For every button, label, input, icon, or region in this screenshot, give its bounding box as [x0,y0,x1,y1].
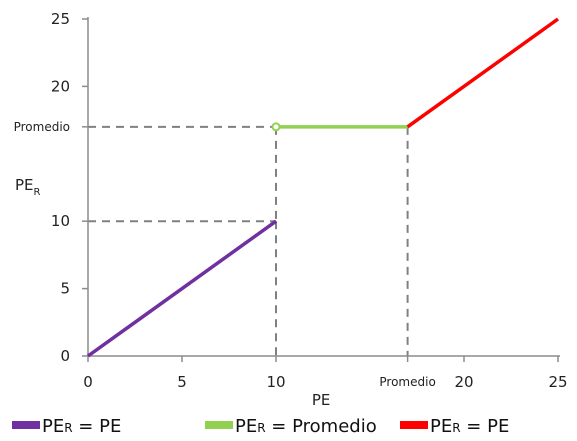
legend-label-sub-2: R [452,421,460,435]
y-tick-label-4: 20 [51,77,70,95]
x-tick-label-1: 5 [177,373,187,391]
y-ticks: 0 5 10 Promedio 20 25 [14,10,88,365]
legend-label-0: PER = PE [42,416,121,437]
series-line-2 [406,17,560,129]
y-tick-label-3: Promedio [14,120,70,134]
x-axis-title: PE [312,391,331,409]
y-tick-label-1: 5 [60,280,70,298]
legend-label-sub-0: R [64,421,72,435]
legend-label-main-1: PE [235,416,257,437]
y-axis-title: PER [15,176,41,198]
x-ticks: 0 5 10 Promedio 20 25 [83,356,568,391]
legend-label-rest-1: = Promedio [266,416,377,437]
x-tick-label-5: 25 [548,373,567,391]
legend-swatch-2 [400,421,428,429]
y-tick-label-5: 25 [51,10,70,28]
legend-label-sub-1: R [257,421,265,435]
y-tick-label-0: 0 [60,347,70,365]
legend-label-rest-2: = PE [461,416,510,437]
y-tick-label-2: 10 [51,212,70,230]
x-tick-label-4: 20 [454,373,473,391]
y-axis-title-subscript: R [34,187,41,198]
legend-swatch-1 [205,421,233,429]
series-lines [86,17,560,358]
legend-label-main-0: PE [42,416,64,437]
legend-label-main-2: PE [430,416,452,437]
y-axis-title-main: PE [15,176,34,194]
x-tick-label-0: 0 [83,373,93,391]
axes [87,17,560,357]
legend: PER = PE PER = Promedio PER = PE [12,416,509,437]
series-line-0 [86,219,278,358]
legend-label-rest-0: = PE [73,416,122,437]
legend-label-1: PER = Promedio [235,416,377,437]
guide-lines [88,125,409,356]
legend-swatch-0 [12,421,40,429]
legend-label-2: PER = PE [430,416,509,437]
x-tick-label-3: Promedio [379,375,435,389]
x-tick-label-2: 10 [266,373,285,391]
series-open-point-1 [271,122,281,132]
